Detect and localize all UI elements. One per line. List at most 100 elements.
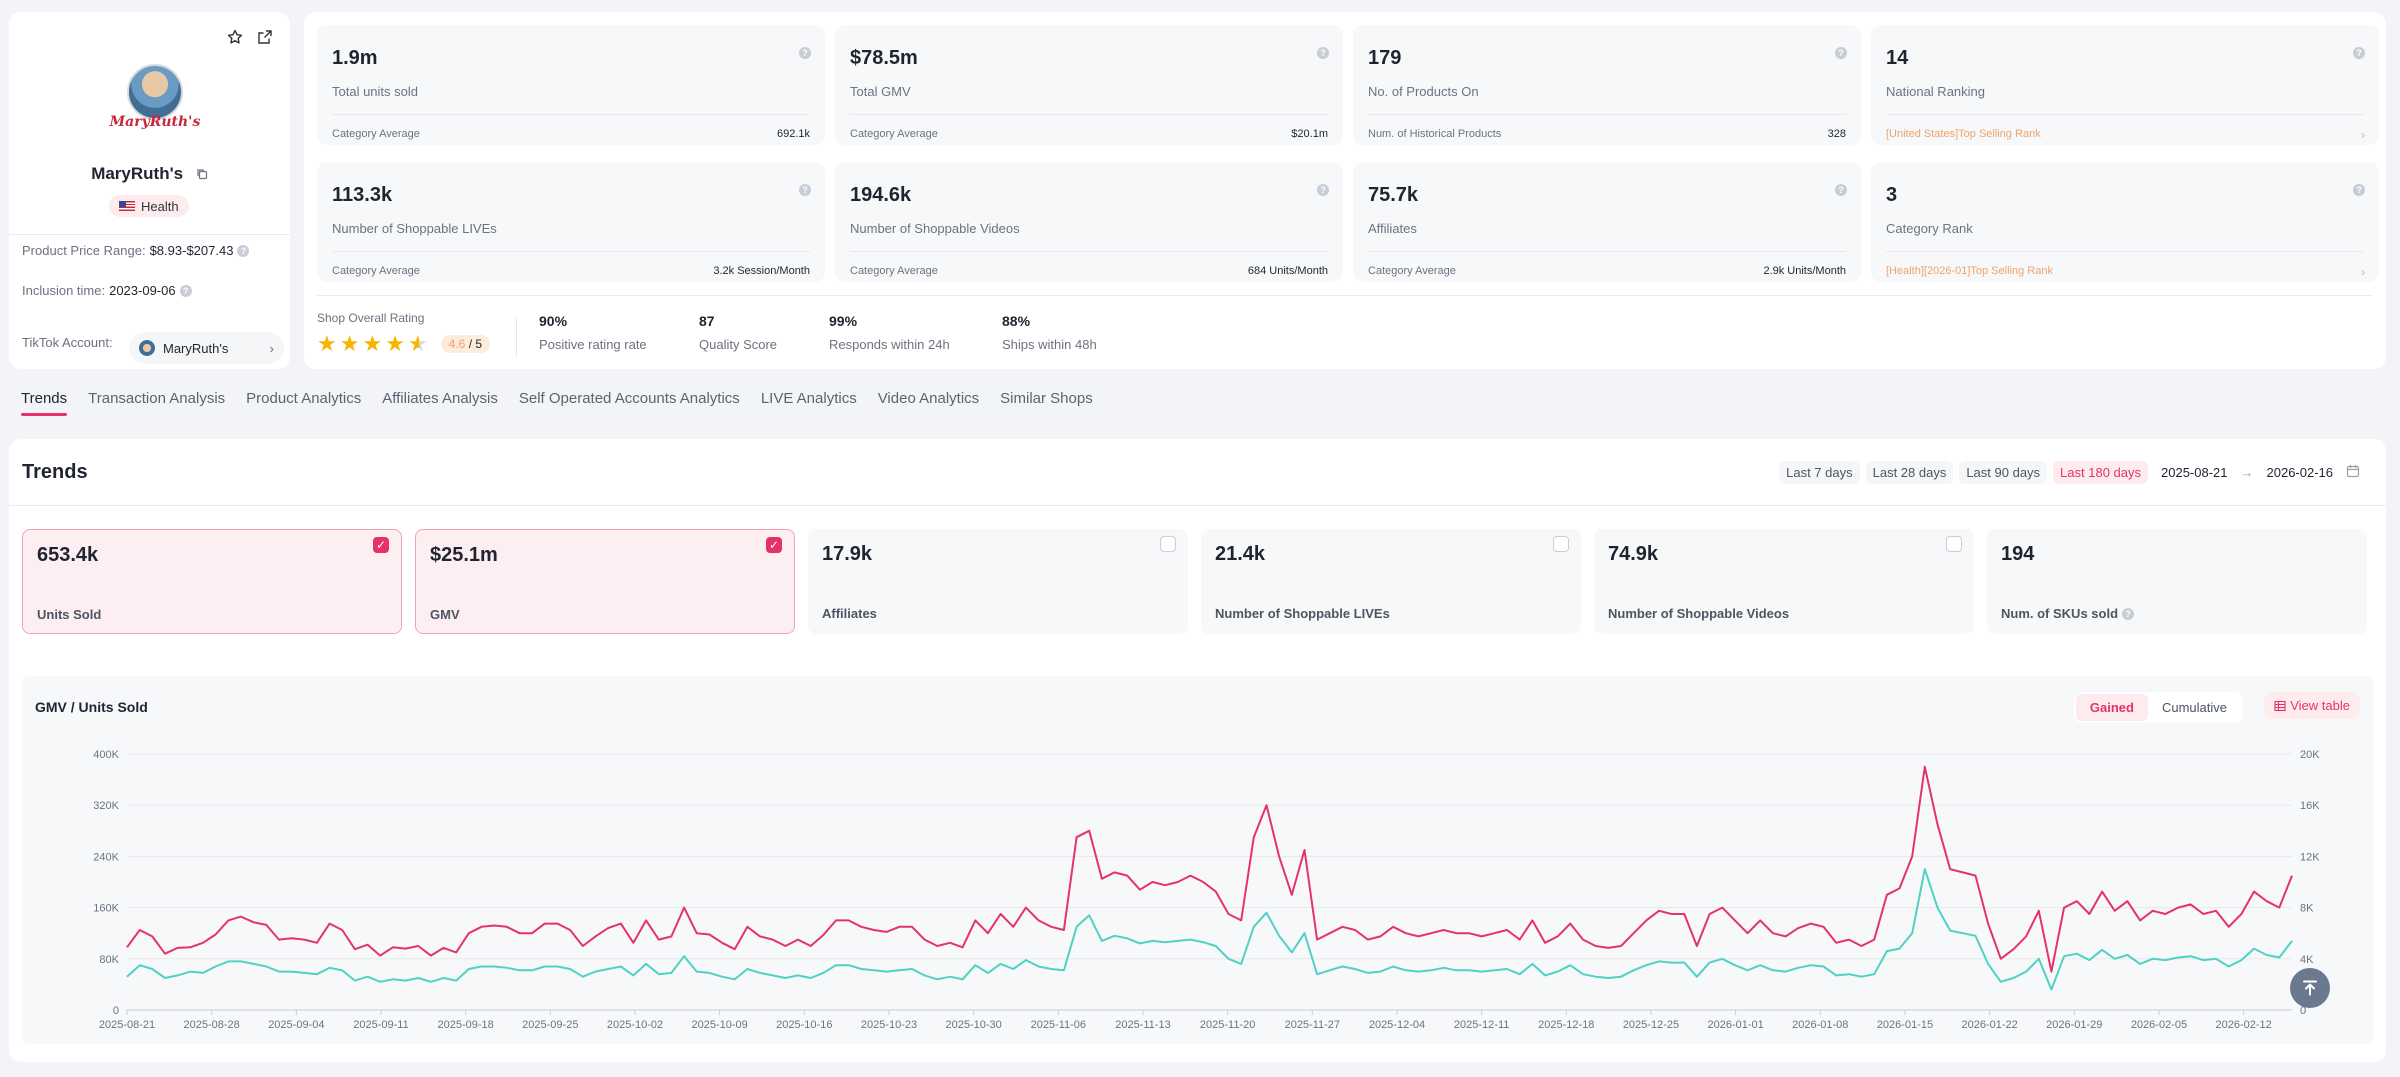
tab-live-analytics[interactable]: LIVE Analytics xyxy=(760,390,857,407)
kpi-checkbox[interactable] xyxy=(1946,536,1962,552)
category-label: Health xyxy=(141,198,179,214)
favorite-icon[interactable] xyxy=(224,26,246,48)
x-tick-label: 2026-01-29 xyxy=(2046,1019,2102,1031)
toggle-cumulative[interactable]: Cumulative xyxy=(2161,700,2227,715)
y-left-tick-label: 80K xyxy=(99,954,119,966)
kpi-label: GMV xyxy=(430,607,460,622)
x-tick-label: 2025-09-25 xyxy=(522,1019,578,1031)
rank-link[interactable]: [Health][2026-01]Top Selling Rank xyxy=(1886,265,2053,277)
chart-mode-toggle: Gained Cumulative xyxy=(2073,692,2243,723)
help-icon[interactable]: ? xyxy=(2353,47,2365,59)
divider xyxy=(317,295,2373,296)
tab-trends[interactable]: Trends xyxy=(21,390,68,416)
range-last-7-days[interactable]: Last 7 days xyxy=(1779,461,1860,484)
kpi-checkbox[interactable] xyxy=(1160,536,1176,552)
metric-card[interactable]: 14 National Ranking? [United States]Top Se… xyxy=(1871,25,2379,145)
help-icon[interactable]: ? xyxy=(179,284,192,297)
tab-product-analytics[interactable]: Product Analytics xyxy=(246,390,362,407)
chart-title: GMV / Units Sold xyxy=(35,699,148,715)
x-tick-label: 2025-12-04 xyxy=(1369,1019,1425,1031)
kpi-label-text: Number of Shoppable Videos xyxy=(1608,606,1790,621)
tab-transaction-analysis[interactable]: Transaction Analysis xyxy=(88,390,226,407)
toggle-gained[interactable]: Gained xyxy=(2075,694,2148,721)
divider xyxy=(516,317,517,357)
rank-link[interactable]: [United States]Top Selling Rank xyxy=(1886,128,2041,140)
x-tick-label: 2025-12-25 xyxy=(1623,1019,1679,1031)
kpi-card[interactable]: 74.9k Number of Shoppable Videos xyxy=(1594,529,1974,634)
kpi-checkbox[interactable] xyxy=(1553,536,1569,552)
y-left-tick-label: 400K xyxy=(93,749,119,761)
chevron-right-icon: › xyxy=(269,340,274,356)
tab-similar-shops[interactable]: Similar Shops xyxy=(1000,390,1093,407)
kpi-label: Num. of SKUs sold? xyxy=(2001,606,2135,621)
range-last-28-days[interactable]: Last 28 days xyxy=(1865,461,1954,484)
y-right-tick-label: 12K xyxy=(2300,851,2320,863)
kpi-card[interactable]: $25.1m GMV ✓ xyxy=(415,529,795,634)
divider xyxy=(332,114,810,115)
kpi-value: 653.4k xyxy=(37,544,99,566)
calendar-icon[interactable] xyxy=(2346,464,2360,481)
help-icon[interactable]: ? xyxy=(1835,184,1847,196)
section-tabs: Trends Transaction Analysis Product Anal… xyxy=(21,390,1093,416)
help-icon[interactable]: ? xyxy=(2122,607,2135,620)
back-to-top-button[interactable] xyxy=(2290,968,2330,1008)
y-right-tick-label: 4K xyxy=(2300,954,2314,966)
stat-positive-rating: 90% Positive rating rate xyxy=(539,313,647,352)
range-last-90-days[interactable]: Last 90 days xyxy=(1959,461,2048,484)
metric-card: 1.9m Total units sold? Category Average 692… xyxy=(317,25,825,145)
copy-icon[interactable] xyxy=(196,165,208,185)
range-last-180-days[interactable]: Last 180 days xyxy=(2053,461,2148,484)
metric-card[interactable]: 3 Category Rank? [Health][2026-01]Top Sell… xyxy=(1871,162,2379,282)
kpi-card[interactable]: 653.4k Units Sold ✓ xyxy=(22,529,402,634)
gmv-units-chart: 0 80K 160K 240K 320K 400K 0 4K 8K 12K 16K 20K 2025-0… xyxy=(93,749,2320,1031)
tab-affiliates-analysis[interactable]: Affiliates Analysis xyxy=(382,390,498,407)
stat-label: Positive rating rate xyxy=(539,337,647,352)
metrics-card: 1.9m Total units sold? Category Average 692… xyxy=(304,12,2386,369)
rating-score-value: 4.6 xyxy=(448,337,466,351)
chart-panel: 0 80K 160K 240K 320K 400K 0 4K 8K 12K 16K 20K 2025-0… xyxy=(22,676,2373,1044)
chevron-right-icon: › xyxy=(2361,265,2365,279)
tab-self-operated-accounts[interactable]: Self Operated Accounts Analytics xyxy=(518,390,740,407)
x-tick-label: 2025-12-11 xyxy=(1454,1019,1509,1031)
help-icon[interactable]: ? xyxy=(1317,184,1329,196)
help-icon[interactable]: ? xyxy=(799,184,811,196)
tab-video-analytics[interactable]: Video Analytics xyxy=(877,390,980,407)
date-start[interactable]: 2025-08-21 xyxy=(2161,465,2228,480)
x-tick-label: 2025-09-11 xyxy=(353,1019,408,1031)
date-end[interactable]: 2026-02-16 xyxy=(2266,465,2334,480)
metric-sub-value: 684 Units/Month xyxy=(1247,265,1328,277)
kpi-checkbox[interactable]: ✓ xyxy=(373,537,389,553)
trends-title: Trends xyxy=(22,461,88,483)
shop-logo-text: MaryRuth's xyxy=(109,114,201,130)
kpi-card[interactable]: 17.9k Affiliates xyxy=(808,529,1188,634)
x-tick-label: 2025-09-04 xyxy=(268,1019,324,1031)
stat-value: 90% xyxy=(539,313,568,329)
half-star-icon: ★ xyxy=(407,331,428,356)
kpi-card[interactable]: 21.4k Number of Shoppable LIVEs xyxy=(1201,529,1581,634)
external-link-icon[interactable] xyxy=(254,26,276,48)
metric-card: 179 No. of Products On? Num. of Historical… xyxy=(1353,25,1861,145)
kpi-card[interactable]: 194 Num. of SKUs sold? xyxy=(1987,529,2367,634)
price-range-label: Product Price Range: xyxy=(22,243,146,258)
help-icon[interactable]: ? xyxy=(1317,47,1329,59)
x-tick-label: 2025-11-20 xyxy=(1200,1019,1255,1031)
tiktok-account-link[interactable]: MaryRuth's › xyxy=(129,332,284,364)
x-tick-label: 2026-01-22 xyxy=(1961,1019,2017,1031)
view-table-button[interactable]: View table xyxy=(2264,692,2360,719)
metric-sub-label: Category Average xyxy=(850,265,938,277)
chevron-right-icon: › xyxy=(2361,128,2365,142)
help-icon[interactable]: ? xyxy=(237,244,250,257)
metric-sub-label: Category Average xyxy=(1368,265,1456,277)
metric-label: Total units sold xyxy=(332,84,418,99)
y-right-tick-label: 16K xyxy=(2300,800,2320,812)
metric-sub-value: 692.1k xyxy=(776,128,810,140)
kpi-checkbox[interactable]: ✓ xyxy=(766,537,782,553)
help-icon[interactable]: ? xyxy=(799,47,811,59)
inclusion-time-value: 2023-09-06 xyxy=(109,283,176,298)
star-icon: ★ xyxy=(362,331,383,356)
metric-value: 75.7k xyxy=(1368,184,1419,206)
help-icon[interactable]: ? xyxy=(1835,47,1847,59)
x-tick-label: 2025-12-18 xyxy=(1538,1019,1594,1031)
help-icon[interactable]: ? xyxy=(2353,184,2365,196)
shop-name-text: MaryRuth's xyxy=(91,164,184,183)
